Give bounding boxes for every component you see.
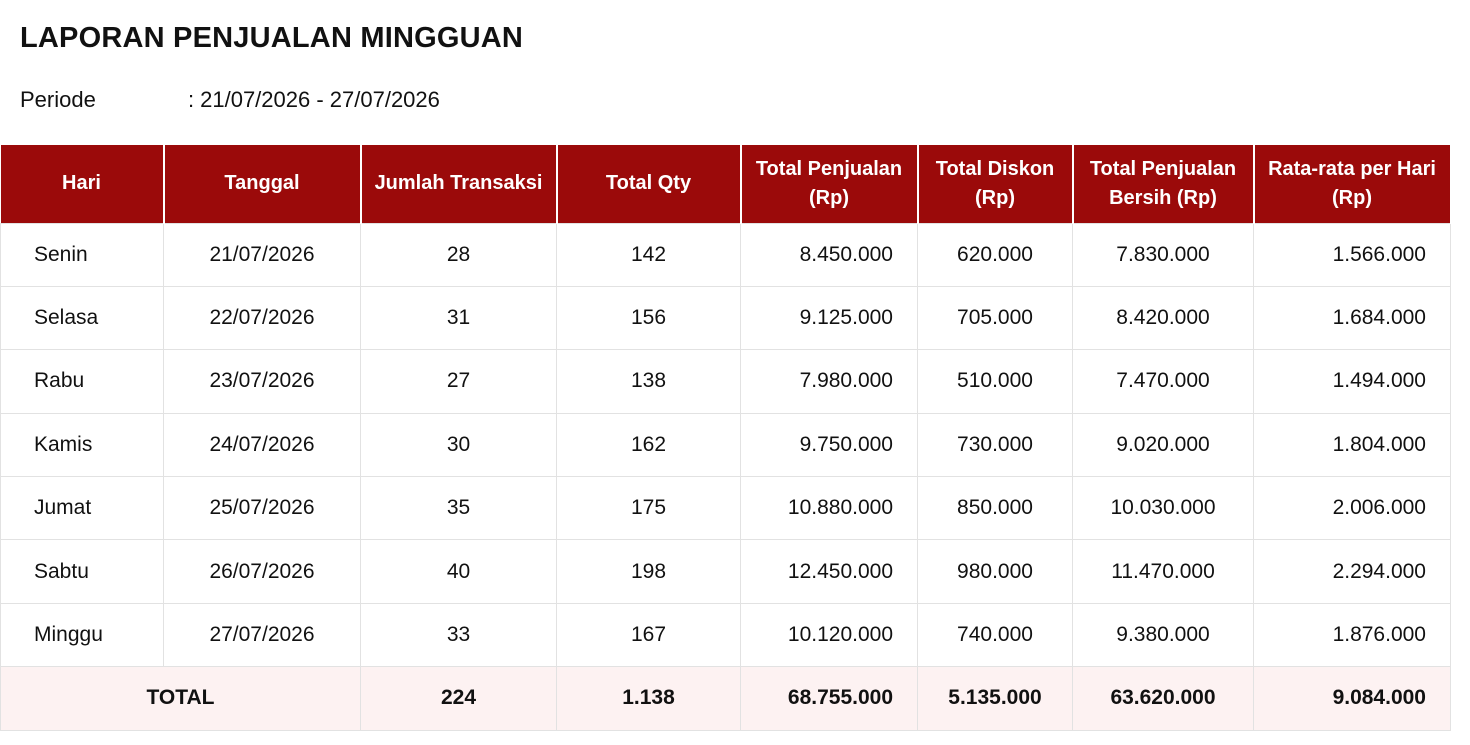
cell-total-penjualan-bersih: 11.470.000 [1072,539,1254,604]
cell-total-penjualan: 7.980.000 [740,349,918,414]
table-row: Senin 21/07/2026 28 142 8.450.000 620.000 7.83… [0,222,1451,287]
cell-total-penjualan-bersih: 8.420.000 [1072,285,1254,351]
total-penjualan: 68.755.000 [740,666,918,731]
header-tanggal: Tanggal [162,145,362,223]
cell-total-qty: 142 [556,222,741,287]
cell-total-penjualan: 9.750.000 [740,412,918,478]
cell-total-penjualan: 9.125.000 [740,285,918,351]
cell-total-qty: 162 [556,412,741,478]
cell-total-diskon: 730.000 [917,412,1073,478]
total-row: TOTAL 224 1.138 68.755.000 5.135.000 63.… [0,666,1451,731]
period-row: Periode : 21/07/2026 - 27/07/2026 [20,87,440,113]
cell-total-diskon: 620.000 [917,222,1073,287]
cell-hari: Selasa [0,285,164,351]
header-total-qty: Total Qty [555,145,742,223]
cell-total-penjualan: 12.450.000 [740,539,918,604]
cell-total-penjualan-bersih: 7.470.000 [1072,349,1254,414]
header-total-diskon: Total Diskon (Rp) [916,145,1074,223]
cell-total-qty: 167 [556,602,741,668]
cell-rata-rata: 1.566.000 [1253,222,1451,287]
cell-total-qty: 156 [556,285,741,351]
cell-jumlah-transaksi: 40 [360,539,557,604]
header-jumlah-transaksi: Jumlah Transaksi [359,145,558,223]
cell-total-qty: 198 [556,539,741,604]
cell-total-penjualan: 8.450.000 [740,222,918,287]
total-rata-rata: 9.084.000 [1253,666,1451,731]
cell-jumlah-transaksi: 35 [360,476,557,541]
period-separator: : [188,87,195,112]
cell-total-penjualan-bersih: 9.380.000 [1072,602,1254,668]
cell-rata-rata: 1.804.000 [1253,412,1451,478]
cell-jumlah-transaksi: 27 [360,349,557,414]
cell-hari: Rabu [0,349,164,414]
total-diskon: 5.135.000 [917,666,1073,731]
cell-total-diskon: 850.000 [917,476,1073,541]
total-penjualan-bersih: 63.620.000 [1072,666,1254,731]
header-rata-rata: Rata-rata per Hari (Rp) [1252,145,1452,223]
cell-tanggal: 26/07/2026 [163,539,361,604]
cell-total-diskon: 980.000 [917,539,1073,604]
total-qty: 1.138 [556,666,741,731]
table-row: Jumat 25/07/2026 35 175 10.880.000 850.000 10.… [0,476,1451,541]
cell-rata-rata: 2.294.000 [1253,539,1451,604]
table-row: Rabu 23/07/2026 27 138 7.980.000 510.000 7.470… [0,349,1451,414]
period-label: Periode [20,87,96,112]
cell-hari: Kamis [0,412,164,478]
cell-tanggal: 25/07/2026 [163,476,361,541]
cell-total-penjualan-bersih: 10.030.000 [1072,476,1254,541]
cell-jumlah-transaksi: 28 [360,222,557,287]
cell-total-penjualan-bersih: 9.020.000 [1072,412,1254,478]
cell-hari: Sabtu [0,539,164,604]
cell-total-diskon: 705.000 [917,285,1073,351]
total-label: TOTAL [0,666,361,731]
cell-rata-rata: 1.876.000 [1253,602,1451,668]
header-total-penjualan-bersih: Total Penjualan Bersih (Rp) [1071,145,1255,223]
sales-table: Hari Tanggal Jumlah Transaksi Total Qty … [0,145,1452,731]
cell-tanggal: 27/07/2026 [163,602,361,668]
cell-total-qty: 138 [556,349,741,414]
cell-rata-rata: 1.494.000 [1253,349,1451,414]
cell-total-penjualan: 10.880.000 [740,476,918,541]
cell-tanggal: 22/07/2026 [163,285,361,351]
report-title: LAPORAN PENJUALAN MINGGUAN [20,22,524,54]
cell-total-qty: 175 [556,476,741,541]
cell-rata-rata: 2.006.000 [1253,476,1451,541]
cell-total-diskon: 740.000 [917,602,1073,668]
cell-jumlah-transaksi: 31 [360,285,557,351]
header-total-penjualan: Total Penjualan (Rp) [739,145,919,223]
cell-tanggal: 23/07/2026 [163,349,361,414]
cell-hari: Senin [0,222,164,287]
cell-hari: Minggu [0,602,164,668]
cell-total-penjualan: 10.120.000 [740,602,918,668]
period-value: 21/07/2026 - 27/07/2026 [200,87,440,112]
cell-jumlah-transaksi: 33 [360,602,557,668]
cell-tanggal: 24/07/2026 [163,412,361,478]
cell-rata-rata: 1.684.000 [1253,285,1451,351]
table-row: Kamis 24/07/2026 30 162 9.750.000 730.000 9.02… [0,412,1451,478]
cell-total-penjualan-bersih: 7.830.000 [1072,222,1254,287]
cell-total-diskon: 510.000 [917,349,1073,414]
total-jumlah-transaksi: 224 [360,666,557,731]
table-header-row: Hari Tanggal Jumlah Transaksi Total Qty … [0,145,1452,223]
cell-hari: Jumat [0,476,164,541]
table-row: Minggu 27/07/2026 33 167 10.120.000 740.000 9.… [0,602,1451,668]
cell-tanggal: 21/07/2026 [163,222,361,287]
cell-jumlah-transaksi: 30 [360,412,557,478]
table-row: Selasa 22/07/2026 31 156 9.125.000 705.000 8.4… [0,285,1451,351]
table-row: Sabtu 26/07/2026 40 198 12.450.000 980.000 11.… [0,539,1451,604]
header-hari: Hari [0,145,165,223]
